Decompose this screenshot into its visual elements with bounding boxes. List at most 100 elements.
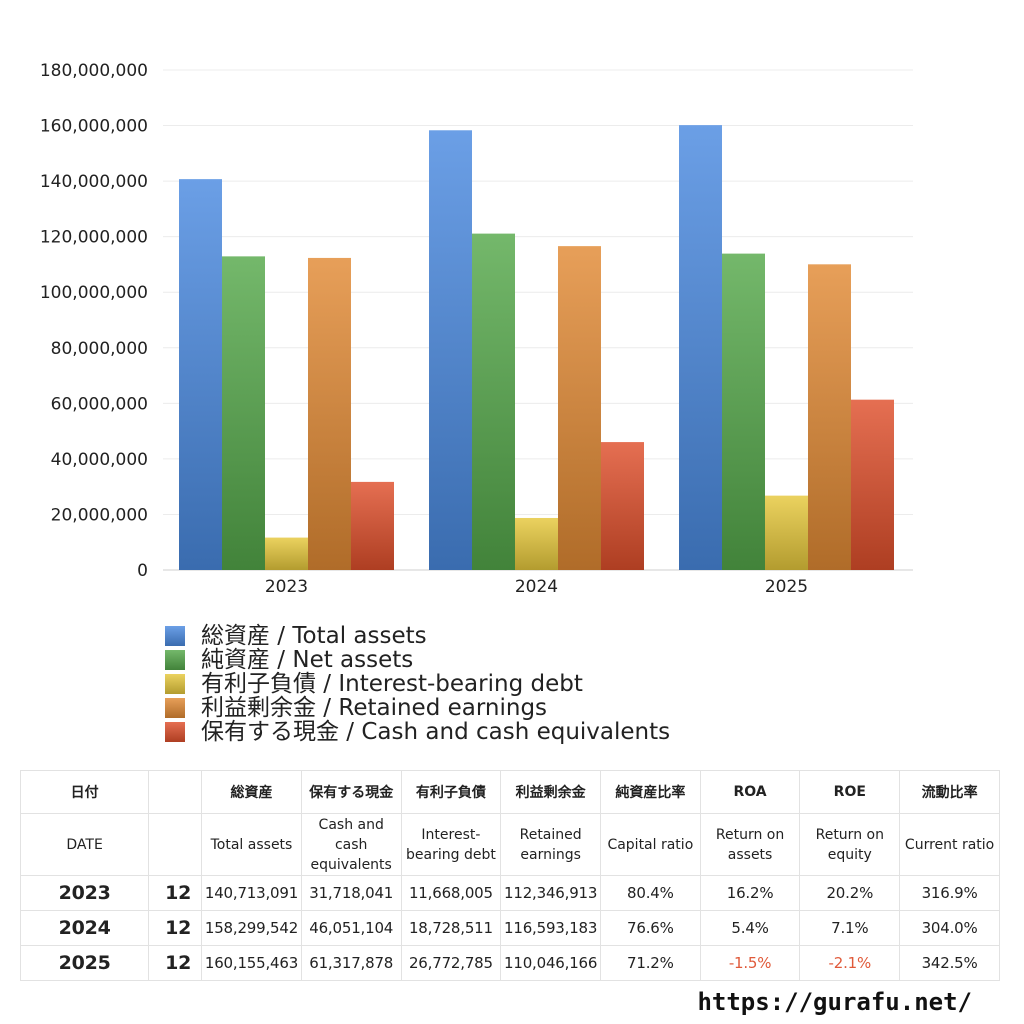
table-header-ja: 日付 総資産 保有する現金 有利子負債 利益剰余金 純資産比率 ROA ROE …	[19, 770, 1000, 814]
legend-item-net-assets: 純資産 / Net assets	[165, 648, 670, 672]
row-retained: 116,593,183	[500, 910, 601, 946]
bar-chart: 0 20,000,000 40,000,000 60,000,000 80,000,00…	[40, 61, 913, 597]
row-debt: 26,772,785	[400, 945, 502, 981]
header-total-assets: 総資産	[201, 770, 302, 814]
row-retained: 112,346,913	[500, 875, 601, 911]
bar	[308, 257, 351, 570]
bar	[808, 264, 851, 570]
bar	[515, 517, 558, 570]
bar	[558, 246, 601, 570]
table-row: 2023 12 140,713,091 31,718,041 11,668,00…	[19, 875, 1000, 911]
legend-label: 総資産 / Total assets	[201, 623, 427, 649]
y-tick-label: 20,000,000	[51, 505, 148, 525]
row-capital-ratio: 71.2%	[600, 945, 701, 981]
legend-item-cash: 保有する現金 / Cash and cash equivalents	[165, 720, 670, 744]
subheader-date: DATE	[19, 813, 150, 876]
legend-swatch	[165, 626, 185, 646]
row-retained: 110,046,166	[500, 945, 601, 981]
legend-swatch	[165, 650, 185, 670]
subheader-cash: Cash and cash equivalents	[300, 813, 402, 876]
chart-legend: 総資産 / Total assets 純資産 / Net assets 有利子負…	[165, 624, 670, 744]
bar	[722, 253, 765, 570]
row-total-assets: 160,155,463	[201, 945, 302, 981]
legend-item-interest-bearing-debt: 有利子負債 / Interest-bearing debt	[165, 672, 670, 696]
bar	[222, 256, 265, 570]
row-month: 12	[148, 945, 203, 981]
y-tick-label: 180,000,000	[40, 61, 148, 81]
site-url[interactable]: https://gurafu.net/	[697, 988, 972, 1016]
subheader-retained: Retained earnings	[500, 813, 601, 876]
header-retained: 利益剰余金	[500, 770, 601, 814]
row-year: 2024	[19, 910, 150, 946]
subheader-month	[148, 813, 203, 876]
header-cash: 保有する現金	[300, 770, 402, 814]
row-cash: 31,718,041	[300, 875, 402, 911]
legend-label: 利益剰余金 / Retained earnings	[201, 695, 548, 721]
row-year: 2025	[19, 945, 150, 981]
subheader-current-ratio: Current ratio	[899, 813, 1000, 876]
y-tick-label: 80,000,000	[51, 339, 148, 359]
header-debt: 有利子負債	[400, 770, 502, 814]
bar	[429, 130, 472, 570]
legend-swatch	[165, 674, 185, 694]
y-tick-label: 120,000,000	[40, 228, 148, 248]
x-axis: 2023 2024 2025	[265, 577, 808, 597]
table-row: 2025 12 160,155,463 61,317,878 26,772,78…	[19, 945, 1000, 981]
legend-item-total-assets: 総資産 / Total assets	[165, 624, 670, 648]
x-tick-label: 2024	[515, 577, 558, 597]
bar	[679, 125, 722, 570]
legend-label: 有利子負債 / Interest-bearing debt	[201, 671, 583, 697]
legend-label: 純資産 / Net assets	[201, 647, 414, 673]
legend-swatch	[165, 698, 185, 718]
legend-label: 保有する現金 / Cash and cash equivalents	[201, 719, 671, 745]
y-axis: 0 20,000,000 40,000,000 60,000,000 80,000,00…	[40, 61, 148, 581]
grid-lines	[163, 69, 913, 571]
bar	[472, 233, 515, 570]
bar	[179, 179, 222, 570]
header-roe: ROE	[799, 770, 901, 814]
x-tick-label: 2025	[765, 577, 808, 597]
subheader-roe: Return on equity	[799, 813, 901, 876]
row-month: 12	[148, 875, 203, 911]
table-row: 2024 12 158,299,542 46,051,104 18,728,51…	[19, 910, 1000, 946]
row-debt: 18,728,511	[400, 910, 502, 946]
subheader-capital-ratio: Capital ratio	[600, 813, 701, 876]
row-current-ratio: 316.9%	[899, 875, 1000, 911]
row-capital-ratio: 76.6%	[600, 910, 701, 946]
row-cash: 46,051,104	[300, 910, 402, 946]
row-debt: 11,668,005	[400, 875, 502, 911]
row-roa: 16.2%	[699, 875, 801, 911]
y-tick-label: 140,000,000	[40, 172, 148, 192]
x-tick-label: 2023	[265, 577, 308, 597]
y-tick-label: 160,000,000	[40, 117, 148, 137]
bar	[351, 481, 394, 570]
bar	[851, 399, 894, 570]
legend-item-retained-earnings: 利益剰余金 / Retained earnings	[165, 696, 670, 720]
financial-metrics-table: 日付 総資産 保有する現金 有利子負債 利益剰余金 純資産比率 ROA ROE …	[19, 770, 1000, 981]
header-roa: ROA	[699, 770, 801, 814]
row-year: 2023	[19, 875, 150, 911]
row-total-assets: 140,713,091	[201, 875, 302, 911]
bar	[601, 442, 644, 570]
bar	[265, 537, 308, 570]
row-roa: -1.5%	[699, 945, 801, 981]
row-roe: 7.1%	[799, 910, 901, 946]
table-header-en: DATE Total assets Cash and cash equivale…	[19, 813, 1000, 876]
y-tick-label: 40,000,000	[51, 450, 148, 470]
row-current-ratio: 304.0%	[899, 910, 1000, 946]
row-roe: -2.1%	[799, 945, 901, 981]
subheader-total-assets: Total assets	[201, 813, 302, 876]
row-roa: 5.4%	[699, 910, 801, 946]
y-tick-label: 60,000,000	[51, 394, 148, 414]
header-capital-ratio: 純資産比率	[600, 770, 701, 814]
bars	[179, 125, 894, 570]
row-cash: 61,317,878	[300, 945, 402, 981]
legend-swatch	[165, 722, 185, 742]
y-tick-label: 100,000,000	[40, 283, 148, 303]
header-month	[148, 770, 203, 814]
y-tick-label: 0	[137, 561, 148, 581]
row-current-ratio: 342.5%	[899, 945, 1000, 981]
bar	[765, 495, 808, 570]
row-capital-ratio: 80.4%	[600, 875, 701, 911]
row-roe: 20.2%	[799, 875, 901, 911]
